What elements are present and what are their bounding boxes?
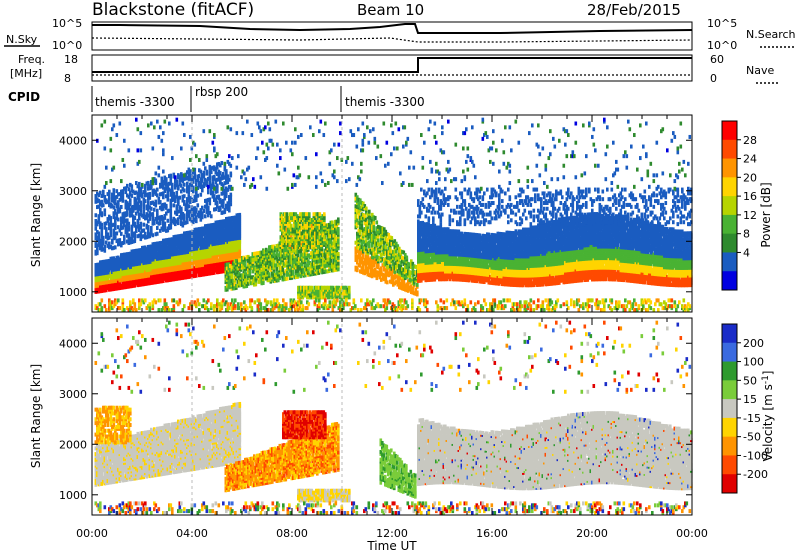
- nsky-panel: N.Sky 10^5 10^0 10^5 10^0 N.Search: [4, 17, 796, 52]
- nave-tick-top: 60: [710, 53, 724, 66]
- cpid-segment-2: rbsp 200: [195, 85, 248, 99]
- cpid-label: CPID: [8, 90, 40, 104]
- nsearch-tick-top: 10^5: [707, 17, 737, 30]
- freq-tick-bottom: 8: [64, 72, 71, 85]
- date-label: 28/Feb/2015: [587, 1, 681, 19]
- nave-tick-bottom: 0: [710, 72, 717, 85]
- nsky-tick-top: 10^5: [52, 17, 82, 30]
- freq-tick-top: 18: [64, 53, 78, 66]
- cpid-segment-3: themis -3300: [345, 95, 425, 109]
- beam-label: Beam 10: [357, 1, 424, 19]
- freq-unit-label: [MHz]: [10, 67, 42, 80]
- nsearch-label: N.Search: [746, 28, 796, 41]
- nave-label: Nave: [746, 64, 774, 77]
- nsky-label: N.Sky: [6, 33, 38, 46]
- radar-summary-plot: Blackstone (fitACF) Beam 10 28/Feb/2015 …: [0, 0, 800, 554]
- nsky-tick-bottom: 10^0: [52, 39, 82, 52]
- nsearch-tick-bottom: 10^0: [707, 39, 737, 52]
- freq-panel: Freq. [MHz] 18 8 60 0 Nave: [10, 53, 780, 85]
- cpid-row: CPID themis -3300 rbsp 200 themis -3300: [8, 85, 425, 112]
- cpid-segment-1: themis -3300: [95, 95, 175, 109]
- radar-title: Blackstone (fitACF): [92, 0, 254, 20]
- freq-label: Freq.: [18, 53, 45, 66]
- power-data-layer: [95, 115, 693, 312]
